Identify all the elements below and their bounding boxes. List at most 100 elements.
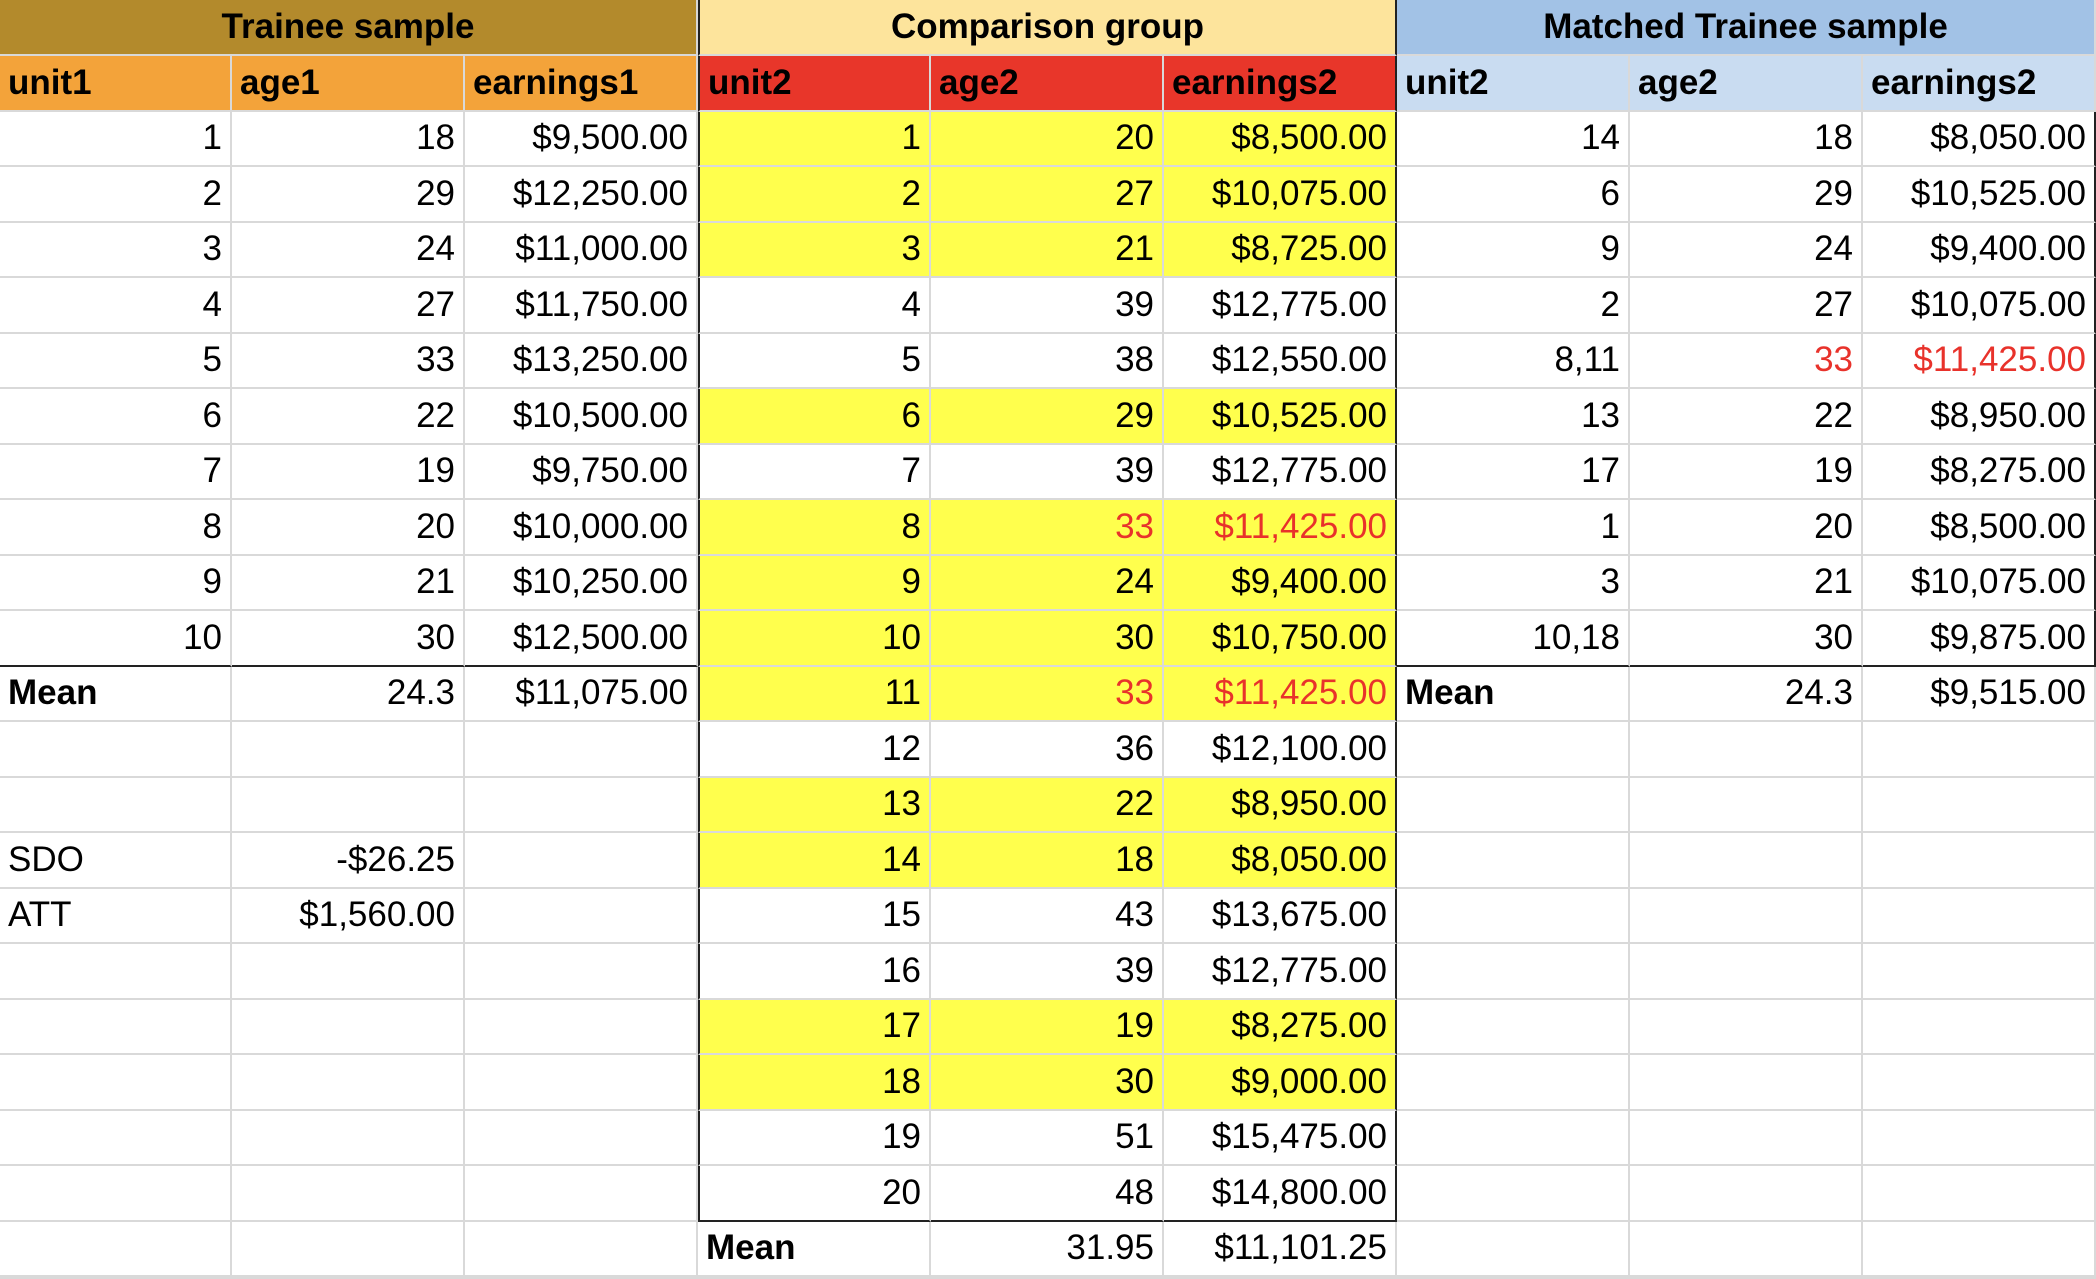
trainee-age-cell[interactable]: 22 (232, 389, 465, 445)
empty-cell[interactable] (1863, 1055, 2096, 1111)
empty-cell[interactable] (0, 777, 232, 833)
trainee-mean-earnings[interactable]: $11,075.00 (465, 666, 698, 722)
comparison-unit-cell[interactable]: 10 (698, 611, 931, 667)
comparison-age-cell[interactable]: 39 (931, 278, 1164, 334)
empty-cell[interactable] (1863, 777, 2096, 833)
trainee-earnings-cell[interactable]: $9,750.00 (465, 444, 698, 500)
comparison-age-cell[interactable]: 36 (931, 722, 1164, 778)
empty-cell[interactable] (0, 944, 232, 1000)
trainee-unit-cell[interactable]: 3 (0, 222, 232, 278)
trainee-unit-cell[interactable]: 10 (0, 611, 232, 667)
empty-cell[interactable] (1397, 1110, 1630, 1166)
trainee-unit-cell[interactable]: 9 (0, 555, 232, 611)
matched-age-cell[interactable]: 21 (1630, 555, 1863, 611)
empty-cell[interactable] (465, 1221, 698, 1277)
comparison-earnings-cell[interactable]: $11,425.00 (1164, 666, 1397, 722)
comparison-unit-cell[interactable]: 20 (698, 1166, 931, 1222)
comparison-earnings-cell[interactable]: $15,475.00 (1164, 1110, 1397, 1166)
empty-cell[interactable] (232, 944, 465, 1000)
matched-age-cell[interactable]: 29 (1630, 167, 1863, 223)
comparison-mean-earnings[interactable]: $11,101.25 (1164, 1221, 1397, 1277)
empty-cell[interactable] (0, 1166, 232, 1222)
empty-cell[interactable] (1630, 833, 1863, 889)
matched-earnings-cell[interactable]: $8,500.00 (1863, 500, 2096, 556)
matched-unit-cell[interactable]: 1 (1397, 500, 1630, 556)
sdo-label[interactable]: SDO (0, 833, 232, 889)
empty-cell[interactable] (465, 722, 698, 778)
comparison-unit-cell[interactable]: 4 (698, 278, 931, 334)
trainee-age-cell[interactable]: 33 (232, 333, 465, 389)
matched-unit-cell[interactable]: 9 (1397, 222, 1630, 278)
comparison-unit-cell[interactable]: 7 (698, 444, 931, 500)
column-header-earnings1[interactable]: earnings1 (465, 56, 698, 112)
trainee-earnings-cell[interactable]: $10,000.00 (465, 500, 698, 556)
comparison-earnings-cell[interactable]: $12,775.00 (1164, 278, 1397, 334)
empty-cell[interactable] (1397, 1221, 1630, 1277)
empty-cell[interactable] (232, 999, 465, 1055)
empty-cell[interactable] (1630, 777, 1863, 833)
matched-mean-earnings[interactable]: $9,515.00 (1863, 666, 2096, 722)
empty-cell[interactable] (1863, 944, 2096, 1000)
comparison-earnings-cell[interactable]: $8,050.00 (1164, 833, 1397, 889)
matched-earnings-cell[interactable]: $10,075.00 (1863, 555, 2096, 611)
comparison-earnings-cell[interactable]: $10,750.00 (1164, 611, 1397, 667)
trainee-earnings-cell[interactable]: $11,750.00 (465, 278, 698, 334)
comparison-age-cell[interactable]: 30 (931, 611, 1164, 667)
empty-cell[interactable] (1630, 888, 1863, 944)
comparison-unit-cell[interactable]: 18 (698, 1055, 931, 1111)
comparison-earnings-cell[interactable]: $12,550.00 (1164, 333, 1397, 389)
matched-earnings-cell[interactable]: $8,050.00 (1863, 111, 2096, 167)
empty-cell[interactable] (1863, 999, 2096, 1055)
comparison-age-cell[interactable]: 39 (931, 944, 1164, 1000)
comparison-age-cell[interactable]: 38 (931, 333, 1164, 389)
trainee-unit-cell[interactable]: 8 (0, 500, 232, 556)
matched-earnings-cell[interactable]: $10,525.00 (1863, 167, 2096, 223)
empty-cell[interactable] (1630, 1055, 1863, 1111)
sdo-value[interactable]: -$26.25 (232, 833, 465, 889)
comparison-earnings-cell[interactable]: $12,775.00 (1164, 444, 1397, 500)
trainee-age-cell[interactable]: 24 (232, 222, 465, 278)
group-header-matched[interactable]: Matched Trainee sample (1397, 0, 2096, 56)
empty-cell[interactable] (0, 722, 232, 778)
comparison-unit-cell[interactable]: 1 (698, 111, 931, 167)
empty-cell[interactable] (1397, 1166, 1630, 1222)
empty-cell[interactable] (1863, 722, 2096, 778)
column-header-comparison-age2[interactable]: age2 (931, 56, 1164, 112)
comparison-unit-cell[interactable]: 8 (698, 500, 931, 556)
trainee-earnings-cell[interactable]: $13,250.00 (465, 333, 698, 389)
comparison-earnings-cell[interactable]: $10,075.00 (1164, 167, 1397, 223)
trainee-unit-cell[interactable]: 6 (0, 389, 232, 445)
comparison-unit-cell[interactable]: 6 (698, 389, 931, 445)
matched-age-cell[interactable]: 19 (1630, 444, 1863, 500)
trainee-age-cell[interactable]: 19 (232, 444, 465, 500)
comparison-earnings-cell[interactable]: $8,275.00 (1164, 999, 1397, 1055)
att-label[interactable]: ATT (0, 888, 232, 944)
empty-cell[interactable] (1863, 888, 2096, 944)
comparison-unit-cell[interactable]: 15 (698, 888, 931, 944)
empty-cell[interactable] (465, 944, 698, 1000)
column-header-comparison-unit2[interactable]: unit2 (698, 56, 931, 112)
trainee-age-cell[interactable]: 29 (232, 167, 465, 223)
empty-cell[interactable] (232, 1110, 465, 1166)
column-header-matched-age2[interactable]: age2 (1630, 56, 1863, 112)
matched-mean-age[interactable]: 24.3 (1630, 666, 1863, 722)
trainee-earnings-cell[interactable]: $12,500.00 (465, 611, 698, 667)
comparison-age-cell[interactable]: 19 (931, 999, 1164, 1055)
matched-earnings-cell[interactable]: $9,400.00 (1863, 222, 2096, 278)
empty-cell[interactable] (232, 1166, 465, 1222)
comparison-unit-cell[interactable]: 13 (698, 777, 931, 833)
matched-age-cell[interactable]: 30 (1630, 611, 1863, 667)
comparison-earnings-cell[interactable]: $10,525.00 (1164, 389, 1397, 445)
comparison-mean-label[interactable]: Mean (698, 1221, 931, 1277)
comparison-age-cell[interactable]: 48 (931, 1166, 1164, 1222)
empty-cell[interactable] (1630, 944, 1863, 1000)
empty-cell[interactable] (232, 777, 465, 833)
comparison-age-cell[interactable]: 29 (931, 389, 1164, 445)
comparison-unit-cell[interactable]: 12 (698, 722, 931, 778)
matched-age-cell[interactable]: 18 (1630, 111, 1863, 167)
trainee-age-cell[interactable]: 27 (232, 278, 465, 334)
comparison-age-cell[interactable]: 18 (931, 833, 1164, 889)
empty-cell[interactable] (465, 1166, 698, 1222)
comparison-age-cell[interactable]: 33 (931, 500, 1164, 556)
comparison-unit-cell[interactable]: 11 (698, 666, 931, 722)
